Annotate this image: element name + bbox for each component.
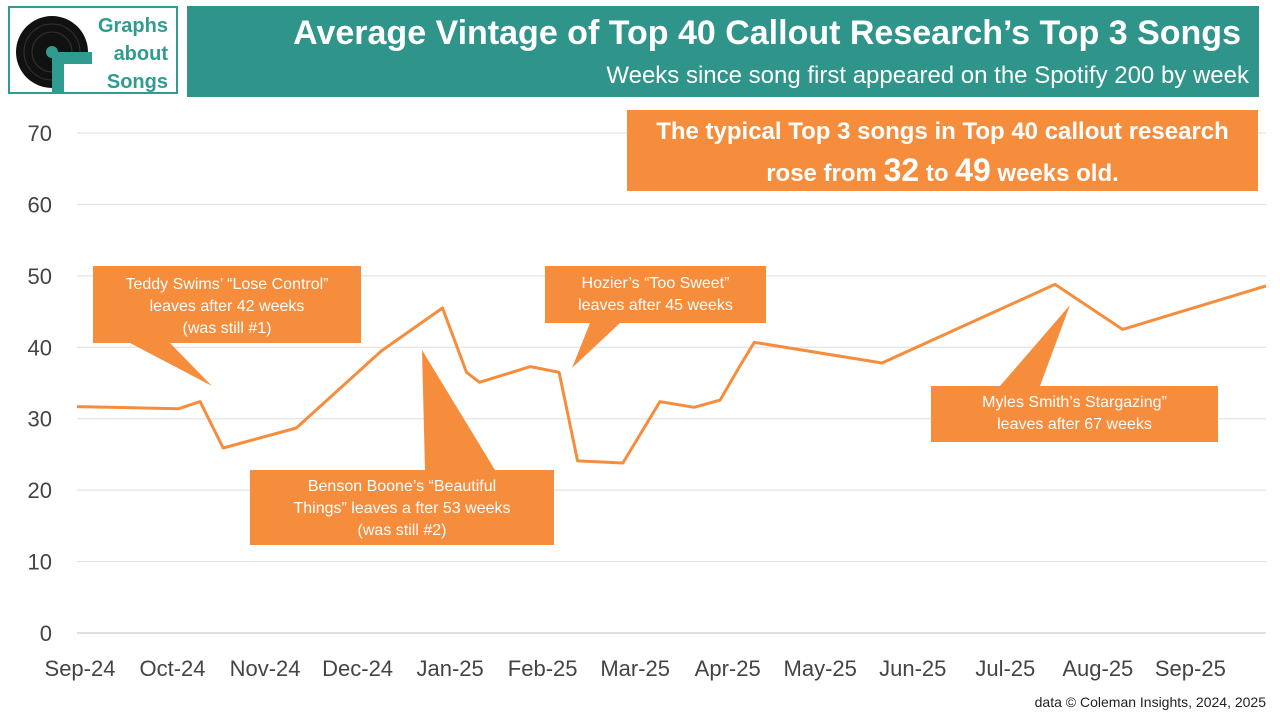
teddy-pointer — [130, 343, 212, 386]
logo-text-songs: Songs — [106, 71, 168, 93]
x-tick-label: Dec-24 — [322, 656, 393, 681]
x-tick-label: Mar-25 — [600, 656, 670, 681]
y-tick-label: 40 — [28, 335, 52, 360]
summary-callout: The typical Top 3 songs in Top 40 callou… — [627, 110, 1258, 191]
y-tick-label: 0 — [40, 621, 52, 646]
summary-rose-from: rose from — [766, 160, 877, 187]
annotation-benson-line2: Things” leaves a fter 53 weeks — [293, 500, 511, 517]
x-tick-label: Sep-25 — [1155, 656, 1226, 681]
annotation-myles-line2: leaves after 67 weeks — [997, 416, 1152, 433]
x-tick-label: Apr-25 — [695, 656, 761, 681]
y-tick-label: 10 — [28, 550, 52, 575]
y-tick-label: 70 — [28, 121, 52, 146]
vinyl-record-icon — [16, 16, 92, 92]
logo: Graphs about Songs — [8, 6, 178, 94]
x-tick-label: Feb-25 — [508, 656, 578, 681]
annotation-hozier-line2: leaves after 45 weeks — [578, 297, 733, 314]
hozier-pointer — [572, 323, 620, 368]
annotation-teddy-swims: Teddy Swims’ “Lose Control” leaves after… — [93, 266, 361, 343]
y-tick-label: 60 — [28, 192, 52, 217]
summary-to: to — [925, 160, 949, 187]
summary-start-value: 32 — [883, 152, 920, 188]
x-tick-label: May-25 — [784, 656, 857, 681]
y-tick-label: 50 — [28, 264, 52, 289]
annotation-teddy-line1: Teddy Swims’ “Lose Control” — [125, 276, 329, 293]
x-tick-label: Jul-25 — [975, 656, 1035, 681]
x-tick-label: Oct-24 — [140, 656, 206, 681]
logo-text-about: about — [113, 43, 168, 65]
annotation-hozier: Hozier’s “Too Sweet” leaves after 45 wee… — [545, 266, 766, 323]
annotation-hozier-line1: Hozier’s “Too Sweet” — [581, 275, 730, 292]
benson-pointer — [422, 350, 495, 470]
summary-line2: rose from 32 to 49 weeks old. — [627, 151, 1258, 193]
logo-text-graphs: Graphs — [97, 15, 168, 37]
x-tick-label: Sep-24 — [45, 656, 116, 681]
y-tick-label: 30 — [28, 407, 52, 432]
annotation-teddy-line3: (was still #1) — [182, 320, 272, 337]
x-tick-label: Nov-24 — [230, 656, 301, 681]
annotation-benson-line3: (was still #2) — [357, 522, 447, 539]
annotation-benson-boone: Benson Boone’s “Beautiful Things” leaves… — [250, 470, 554, 545]
chart-title: Average Vintage of Top 40 Callout Resear… — [293, 14, 1241, 52]
chart-subtitle: Weeks since song first appeared on the S… — [606, 62, 1249, 89]
summary-line1: The typical Top 3 songs in Top 40 callou… — [656, 118, 1229, 145]
x-tick-label: Aug-25 — [1062, 656, 1133, 681]
annotation-teddy-line2: leaves after 42 weeks — [149, 298, 305, 315]
x-tick-label: Jan-25 — [416, 656, 483, 681]
y-tick-label: 20 — [28, 478, 52, 503]
myles-pointer — [1000, 305, 1070, 386]
annotation-benson-line1: Benson Boone’s “Beautiful — [307, 478, 497, 495]
annotation-myles-smith: Myles Smith’s Stargazing” leaves after 6… — [931, 386, 1218, 442]
summary-end-value: 49 — [955, 152, 991, 188]
source-credit: data © Coleman Insights, 2024, 2025 — [1034, 694, 1266, 710]
x-tick-label: Jun-25 — [879, 656, 946, 681]
summary-suffix: weeks old. — [997, 160, 1119, 187]
annotation-myles-line1: Myles Smith’s Stargazing” — [982, 394, 1167, 411]
title-banner: Average Vintage of Top 40 Callout Resear… — [187, 6, 1259, 97]
series-line — [76, 282, 1267, 465]
